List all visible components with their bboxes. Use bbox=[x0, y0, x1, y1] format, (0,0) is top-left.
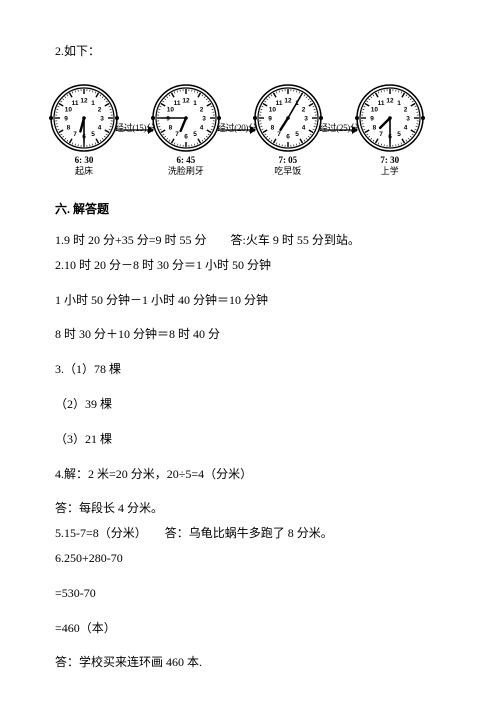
svg-text:4: 4 bbox=[200, 124, 204, 131]
clock-time: 7: 05 bbox=[278, 155, 297, 167]
answer-line: 答：学校买来连环画 460 本. bbox=[55, 651, 445, 674]
svg-text:4: 4 bbox=[302, 124, 306, 131]
svg-text:11: 11 bbox=[72, 100, 79, 107]
answer-line: 1.9 时 20 分+35 分=9 时 55 分 答:火车 9 时 55 分到站… bbox=[55, 229, 445, 252]
answer-line: =460（本） bbox=[55, 617, 445, 640]
svg-text:2: 2 bbox=[302, 106, 306, 113]
answer-line: 答：每段长 4 分米。 bbox=[55, 497, 445, 520]
svg-text:3: 3 bbox=[304, 115, 308, 122]
clock-time: 6: 45 bbox=[177, 155, 196, 167]
answer-line: 6.250+280-70 bbox=[55, 547, 445, 570]
svg-text:7: 7 bbox=[379, 131, 383, 138]
section-title: 六. 解答题 bbox=[55, 198, 445, 221]
clock-label: 洗脸刷牙 bbox=[168, 166, 204, 178]
svg-text:4: 4 bbox=[98, 124, 102, 131]
svg-text:12: 12 bbox=[386, 97, 394, 104]
arrow-label: 经过(25)分 bbox=[319, 106, 359, 137]
svg-text:3: 3 bbox=[100, 115, 104, 122]
clock-time: 7: 30 bbox=[380, 155, 399, 167]
answer-line: 2.10 时 20 分－8 时 30 分＝1 小时 50 分钟 bbox=[55, 254, 445, 277]
svg-text:2: 2 bbox=[403, 106, 407, 113]
svg-text:4: 4 bbox=[403, 124, 407, 131]
svg-text:11: 11 bbox=[275, 100, 282, 107]
svg-text:12: 12 bbox=[182, 97, 190, 104]
svg-text:7: 7 bbox=[175, 131, 179, 138]
svg-text:8: 8 bbox=[372, 124, 376, 131]
arrow-label: 经过(15)分 bbox=[115, 106, 155, 137]
answer-line: 3.（1）78 棵 bbox=[55, 358, 445, 381]
clock-time: 6: 30 bbox=[75, 155, 94, 167]
svg-text:3: 3 bbox=[406, 115, 410, 122]
svg-text:8: 8 bbox=[270, 124, 274, 131]
clock-block: 123456789101112 7: 30 上学 bbox=[353, 81, 427, 178]
answer-line: 4.解：2 米=20 分米，20÷5=4（分米） bbox=[55, 463, 445, 486]
svg-text:6: 6 bbox=[184, 133, 188, 140]
svg-text:10: 10 bbox=[65, 106, 73, 113]
answer-line: =530-70 bbox=[55, 582, 445, 605]
svg-text:7: 7 bbox=[73, 131, 77, 138]
svg-text:2: 2 bbox=[200, 106, 204, 113]
answer-lines: 1.9 时 20 分+35 分=9 时 55 分 答:火车 9 时 55 分到站… bbox=[55, 229, 445, 674]
svg-text:2: 2 bbox=[98, 106, 102, 113]
svg-text:8: 8 bbox=[169, 124, 173, 131]
svg-text:1: 1 bbox=[91, 100, 95, 107]
clock-block: 123456789101112 6: 30 起床 bbox=[47, 81, 121, 178]
svg-text:10: 10 bbox=[371, 106, 379, 113]
clock-label: 起床 bbox=[75, 166, 93, 178]
svg-text:8: 8 bbox=[67, 124, 71, 131]
svg-text:5: 5 bbox=[193, 131, 197, 138]
svg-text:1: 1 bbox=[193, 100, 197, 107]
svg-text:5: 5 bbox=[295, 131, 299, 138]
svg-text:10: 10 bbox=[167, 106, 175, 113]
clock-label: 上学 bbox=[381, 166, 399, 178]
svg-text:12: 12 bbox=[80, 97, 88, 104]
svg-text:3: 3 bbox=[202, 115, 206, 122]
svg-text:9: 9 bbox=[370, 115, 374, 122]
clocks-row: 123456789101112 6: 30 起床 经过(15)分 1234567… bbox=[47, 81, 445, 178]
svg-text:6: 6 bbox=[286, 133, 290, 140]
svg-text:9: 9 bbox=[268, 115, 272, 122]
svg-text:5: 5 bbox=[91, 131, 95, 138]
intro-text: 2.如下： bbox=[55, 40, 445, 63]
svg-text:5: 5 bbox=[397, 131, 401, 138]
answer-line: （3）21 棵 bbox=[55, 428, 445, 451]
svg-text:11: 11 bbox=[377, 100, 384, 107]
svg-text:9: 9 bbox=[166, 115, 170, 122]
svg-text:1: 1 bbox=[397, 100, 401, 107]
clock-block: 123456789101112 7: 05 吃早饭 bbox=[251, 81, 325, 178]
answer-line: 1 小时 50 分钟－1 小时 40 分钟＝10 分钟 bbox=[55, 289, 445, 312]
clock-label: 吃早饭 bbox=[274, 166, 301, 178]
arrow-label: 经过(20)分 bbox=[217, 106, 257, 137]
answer-line: （2）39 棵 bbox=[55, 393, 445, 416]
svg-text:7: 7 bbox=[277, 131, 281, 138]
clock-block: 123456789101112 6: 45 洗脸刷牙 bbox=[149, 81, 223, 178]
answer-line: 8 时 30 分＋10 分钟＝8 时 40 分 bbox=[55, 323, 445, 346]
svg-text:10: 10 bbox=[269, 106, 277, 113]
svg-text:11: 11 bbox=[173, 100, 180, 107]
svg-text:12: 12 bbox=[284, 97, 292, 104]
answer-line: 5.15-7=8（分米） 答：乌龟比蜗牛多跑了 8 分米。 bbox=[55, 522, 445, 545]
svg-text:9: 9 bbox=[64, 115, 68, 122]
